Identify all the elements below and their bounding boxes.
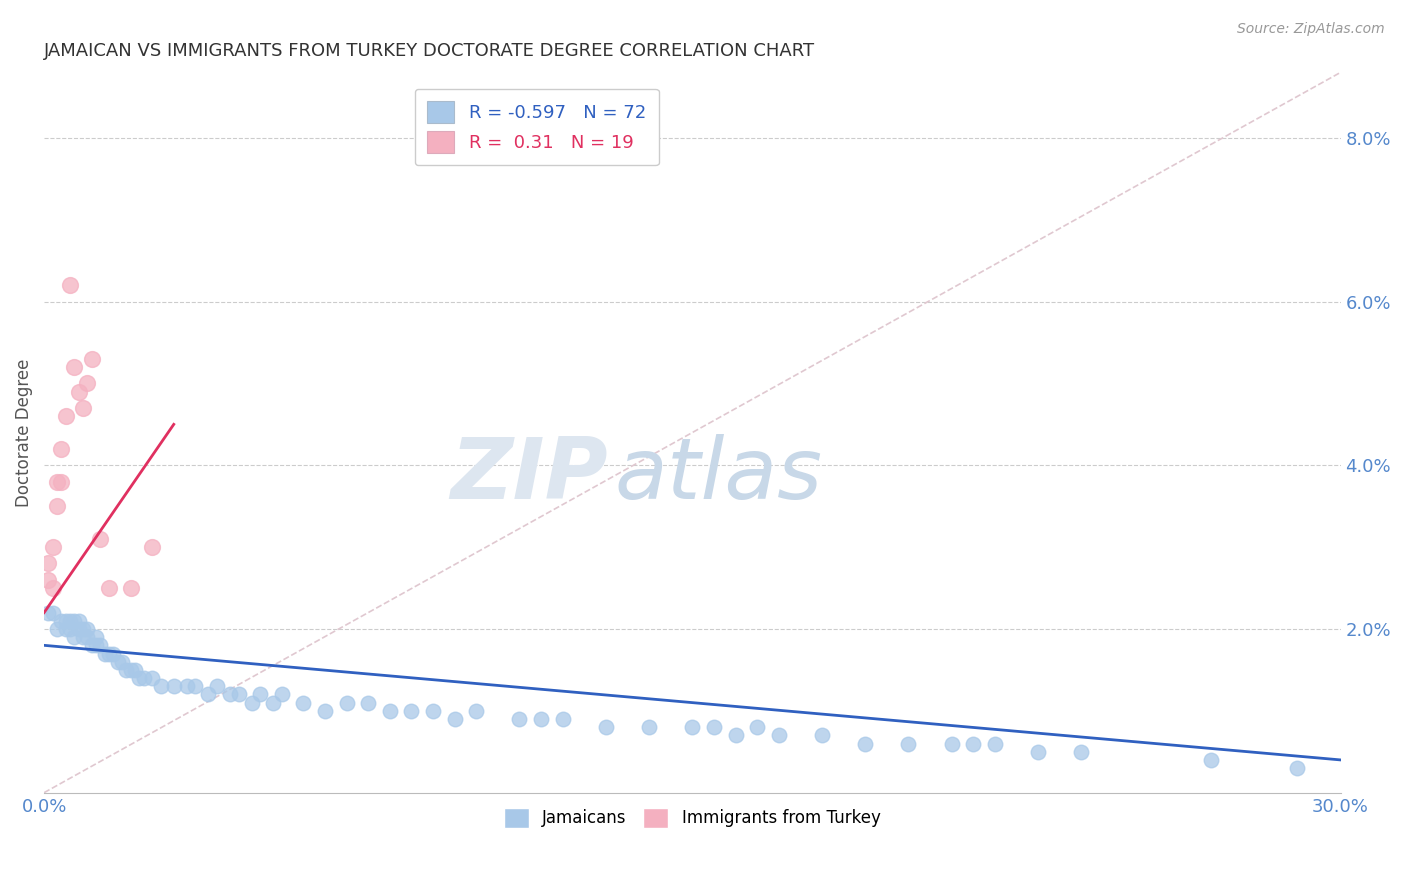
Point (46, 475, 69, 489)
Y-axis label: Doctorate Degree: Doctorate Degree (15, 359, 32, 507)
Point (72, 401, 94, 415)
Point (128, 671, 150, 685)
Point (465, 704, 488, 718)
Point (42, 581, 65, 595)
Point (63, 630, 86, 644)
Point (228, 688, 250, 702)
Point (422, 704, 444, 718)
Point (120, 581, 142, 595)
Point (51, 475, 73, 489)
Point (72, 622, 94, 636)
Point (59, 614, 82, 628)
Point (270, 688, 292, 702)
Point (1070, 745, 1092, 759)
Point (97, 581, 120, 595)
Point (163, 679, 186, 693)
Point (46, 499, 69, 513)
Point (897, 737, 920, 751)
Point (59, 278, 82, 293)
Point (1286, 761, 1309, 775)
Point (941, 737, 963, 751)
Point (107, 655, 129, 669)
Legend: Jamaicans, Immigrants from Turkey: Jamaicans, Immigrants from Turkey (498, 801, 887, 835)
Point (768, 728, 790, 742)
Point (184, 679, 207, 693)
Point (80, 351, 103, 366)
Point (93, 647, 115, 661)
Point (55, 614, 77, 628)
Point (703, 720, 725, 734)
Point (55, 622, 77, 636)
Point (853, 737, 876, 751)
Point (76, 630, 98, 644)
Point (67, 384, 90, 399)
Point (51, 442, 73, 456)
Point (141, 671, 163, 685)
Point (443, 712, 465, 726)
Text: atlas: atlas (614, 434, 823, 517)
Point (336, 696, 359, 710)
Point (103, 647, 125, 661)
Point (357, 696, 380, 710)
Point (1199, 753, 1222, 767)
Text: JAMAICAN VS IMMIGRANTS FROM TURKEY DOCTORATE DEGREE CORRELATION CHART: JAMAICAN VS IMMIGRANTS FROM TURKEY DOCTO… (44, 42, 815, 60)
Point (67, 614, 90, 628)
Point (84, 638, 107, 652)
Point (63, 614, 86, 628)
Point (314, 704, 336, 718)
Point (984, 737, 1007, 751)
Point (115, 663, 138, 677)
Point (59, 622, 82, 636)
Point (551, 712, 574, 726)
Point (76, 622, 98, 636)
Point (292, 696, 315, 710)
Point (205, 679, 228, 693)
Point (149, 679, 172, 693)
Point (124, 663, 146, 677)
Text: Source: ZipAtlas.com: Source: ZipAtlas.com (1237, 22, 1385, 37)
Point (80, 638, 103, 652)
Point (401, 704, 423, 718)
Point (37, 557, 59, 571)
Point (72, 630, 94, 644)
Point (89, 532, 111, 546)
Point (811, 728, 834, 742)
Text: ZIP: ZIP (450, 434, 607, 517)
Point (240, 696, 263, 710)
Point (508, 712, 530, 726)
Point (595, 720, 617, 734)
Point (1026, 745, 1049, 759)
Point (176, 679, 198, 693)
Point (141, 540, 163, 554)
Point (638, 720, 661, 734)
Point (37, 606, 59, 620)
Point (51, 614, 73, 628)
Point (37, 573, 59, 587)
Point (530, 712, 553, 726)
Point (97, 647, 120, 661)
Point (132, 671, 155, 685)
Point (962, 737, 984, 751)
Point (89, 638, 111, 652)
Point (111, 655, 134, 669)
Point (197, 688, 219, 702)
Point (76, 376, 98, 391)
Point (84, 630, 107, 644)
Point (262, 696, 284, 710)
Point (46, 622, 69, 636)
Point (378, 704, 401, 718)
Point (681, 720, 703, 734)
Point (67, 622, 90, 636)
Point (63, 360, 86, 375)
Point (219, 688, 242, 702)
Point (747, 720, 769, 734)
Point (42, 540, 65, 554)
Point (249, 688, 271, 702)
Point (120, 663, 142, 677)
Point (724, 728, 747, 742)
Point (55, 409, 77, 424)
Point (42, 606, 65, 620)
